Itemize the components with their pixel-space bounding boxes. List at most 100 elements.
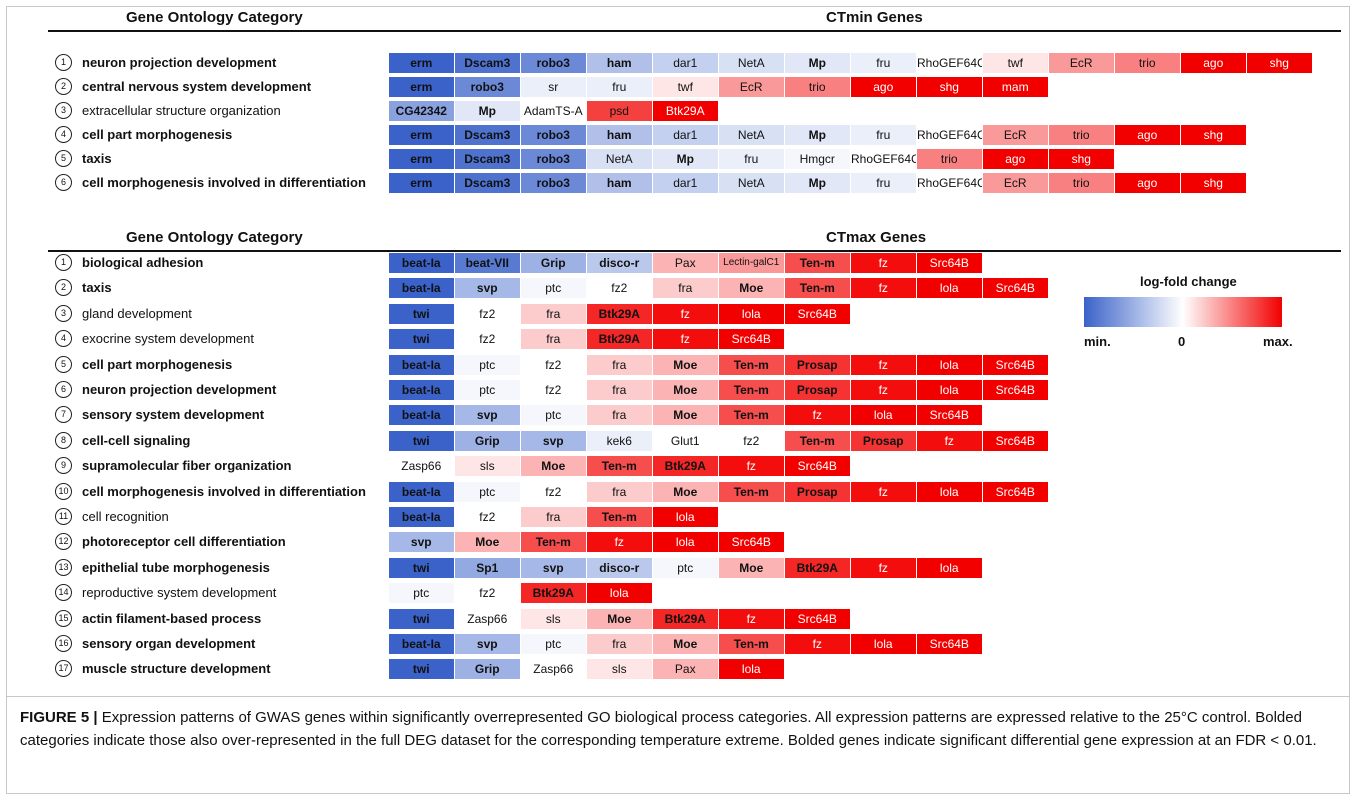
gene-cell-ten-m: Ten-m xyxy=(719,405,784,426)
gene-cell-ptc: ptc xyxy=(521,405,586,426)
gene-cell-moe: Moe xyxy=(587,608,652,629)
gene-cell-lola: lola xyxy=(917,354,982,375)
gene-cell-moe: Moe xyxy=(653,380,718,400)
gene-cell-robo3: robo3 xyxy=(521,53,586,73)
go-category-label: photoreceptor cell differentiation xyxy=(82,534,286,550)
row-number-section1-2: 2 xyxy=(55,78,72,95)
gene-cell-btk29a: Btk29A xyxy=(521,583,586,604)
gene-cell-disco-r: disco-r xyxy=(587,557,652,578)
row-number-section2-1: 1 xyxy=(55,254,72,271)
gene-cell-fz2: fz2 xyxy=(521,481,586,502)
gene-cell-fz: fz xyxy=(851,354,916,375)
figure-frame xyxy=(6,6,1350,794)
go-category-label: supramolecular fiber organization xyxy=(82,458,292,474)
go-category-label: actin filament-based process xyxy=(82,610,262,626)
gene-cell-sr: sr xyxy=(521,77,586,97)
go-category-label: reproductive system development xyxy=(82,585,277,601)
gene-cell-fz: fz xyxy=(587,532,652,553)
gene-cell-lola: lola xyxy=(851,634,916,654)
gene-cell-beat-ia: beat-Ia xyxy=(389,253,454,273)
gene-cell-zasp66: Zasp66 xyxy=(389,456,454,477)
section1-genes-header: CTmin Genes xyxy=(826,9,923,26)
gene-cell-shg: shg xyxy=(1247,53,1312,73)
gene-cell-svp: svp xyxy=(389,532,454,553)
gene-cell-disco-r: disco-r xyxy=(587,253,652,273)
gene-cell-src64b: Src64B xyxy=(785,608,850,629)
gene-cell-fz: fz xyxy=(653,303,718,324)
gene-cell-mp: Mp xyxy=(785,173,850,193)
gene-cell-ham: ham xyxy=(587,125,652,145)
gene-cell-btk29a: Btk29A xyxy=(587,329,652,350)
gene-cell-btk29a: Btk29A xyxy=(653,608,718,629)
row-number-section2-12: 12 xyxy=(55,533,72,551)
gene-cell-fra: fra xyxy=(587,634,652,654)
gene-cell-shg: shg xyxy=(1049,149,1114,169)
gene-cell-robo3: robo3 xyxy=(521,149,586,169)
gene-cell-moe: Moe xyxy=(653,405,718,426)
row-number-section2-9: 9 xyxy=(55,457,72,475)
go-category-label: taxis xyxy=(82,151,112,166)
gene-cell-ptc: ptc xyxy=(653,557,718,578)
gene-cell-trio: trio xyxy=(785,77,850,97)
gene-cell-sls: sls xyxy=(587,659,652,680)
gene-cell-dscam3: Dscam3 xyxy=(455,173,520,193)
row-number-section2-5: 5 xyxy=(55,355,72,373)
go-category-label: biological adhesion xyxy=(82,255,204,270)
gene-cell-fru: fru xyxy=(719,149,784,169)
gene-cell-pax: Pax xyxy=(653,253,718,273)
gene-cell-lola: lola xyxy=(719,303,784,324)
gene-cell-src64b: Src64B xyxy=(785,303,850,324)
gene-cell-ecr: EcR xyxy=(719,77,784,97)
row-number-section2-10: 10 xyxy=(55,482,72,500)
gene-cell-twf: twf xyxy=(983,53,1048,73)
gene-cell-fz: fz xyxy=(851,278,916,299)
gene-cell-fz2: fz2 xyxy=(587,278,652,299)
gene-cell-lola: lola xyxy=(917,557,982,578)
gene-cell-ten-m: Ten-m xyxy=(587,507,652,527)
go-category-label: cell recognition xyxy=(82,509,169,524)
gene-cell-ecr: EcR xyxy=(1049,53,1114,73)
row-number-section1-4: 4 xyxy=(55,126,72,143)
gene-cell-lola: lola xyxy=(719,659,784,680)
go-category-label: central nervous system development xyxy=(82,79,312,94)
gene-cell-erm: erm xyxy=(389,53,454,73)
gene-cell-beat-ia: beat-Ia xyxy=(389,405,454,426)
go-category-label: gland development xyxy=(82,305,192,321)
gene-cell-fz2: fz2 xyxy=(455,329,520,350)
gene-cell-neta: NetA xyxy=(719,53,784,73)
gene-cell-dscam3: Dscam3 xyxy=(455,53,520,73)
gene-cell-twi: twi xyxy=(389,329,454,350)
gene-cell-ten-m: Ten-m xyxy=(719,634,784,654)
gene-cell-fz: fz xyxy=(719,456,784,477)
gene-cell-mp: Mp xyxy=(455,101,520,121)
gene-cell-neta: NetA xyxy=(587,149,652,169)
legend-max-label: max. xyxy=(1263,334,1293,349)
gene-cell-neta: NetA xyxy=(719,125,784,145)
gene-cell-fra: fra xyxy=(521,303,586,324)
gene-cell-beat-ia: beat-Ia xyxy=(389,380,454,400)
gene-cell-src64b: Src64B xyxy=(917,405,982,426)
gene-cell-src64b: Src64B xyxy=(719,329,784,350)
gene-cell-fz: fz xyxy=(785,634,850,654)
row-number-section2-15: 15 xyxy=(55,609,72,627)
gene-cell-robo3: robo3 xyxy=(521,173,586,193)
gene-cell-moe: Moe xyxy=(521,456,586,477)
gene-cell-cg42342: CG42342 xyxy=(389,101,454,121)
go-category-label: cell part morphogenesis xyxy=(82,356,233,372)
gene-cell-ecr: EcR xyxy=(983,173,1048,193)
gene-cell-fz: fz xyxy=(851,557,916,578)
row-number-section2-7: 7 xyxy=(55,406,72,424)
row-number-section2-13: 13 xyxy=(55,558,72,576)
gene-cell-ten-m: Ten-m xyxy=(785,253,850,273)
gene-cell-src64b: Src64B xyxy=(785,456,850,477)
gene-cell-svp: svp xyxy=(455,634,520,654)
gene-cell-fru: fru xyxy=(851,53,916,73)
row-number-section1-5: 5 xyxy=(55,150,72,167)
go-category-label: exocrine system development xyxy=(82,331,254,347)
gene-cell-psd: psd xyxy=(587,101,652,121)
gene-cell-ten-m: Ten-m xyxy=(719,354,784,375)
gene-cell-twi: twi xyxy=(389,608,454,629)
go-category-label: cell morphogenesis involved in different… xyxy=(82,483,366,499)
gene-cell-beat-ia: beat-Ia xyxy=(389,278,454,299)
caption-text: Expression patterns of GWAS genes within… xyxy=(20,709,1317,749)
